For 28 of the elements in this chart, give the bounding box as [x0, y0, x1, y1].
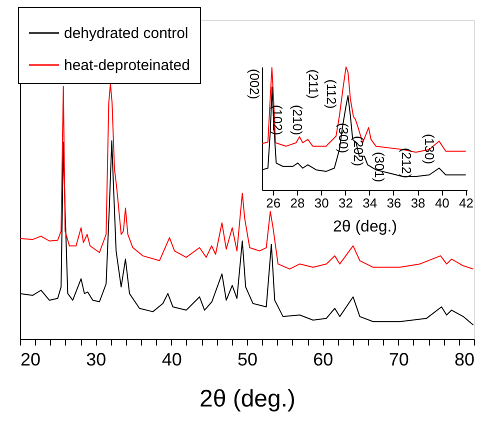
x-tick-label: 38 [410, 196, 426, 210]
x-tick-label: 32 [338, 196, 353, 210]
x-tick-label: 40 [162, 350, 182, 370]
legend-label: dehydrated control [64, 25, 188, 42]
legend-label: heat-deproteinated [64, 57, 190, 74]
x-tick-label: 60 [313, 350, 334, 370]
x-tick-label: 28 [290, 196, 305, 210]
annotation: (211) [306, 69, 321, 99]
x-axis-title: 2θ (deg.) [332, 218, 398, 236]
x-tick-label: 34 [362, 196, 378, 210]
x-tick-label: 26 [266, 196, 281, 210]
x-tick-label: 42 [459, 196, 474, 210]
annotation: (130) [422, 134, 437, 164]
x-tick-label: 30 [86, 350, 106, 370]
annotation: (202) [351, 136, 366, 166]
x-tick-label: 40 [434, 196, 450, 210]
x-tick-label: 36 [386, 196, 402, 210]
annotation: (300) [336, 122, 351, 154]
x-tick-label: 70 [388, 350, 409, 370]
x-tick-label: 80 [454, 350, 474, 370]
annotation: (210) [290, 104, 305, 136]
x-tick-label: 20 [20, 350, 41, 370]
annotation: (301) [372, 152, 387, 182]
annotation: (002) [247, 68, 262, 100]
annotation: (112) [324, 79, 339, 109]
x-tick-label: 50 [237, 350, 258, 370]
x-tick-label: 30 [314, 196, 329, 210]
x-axis-title: 2θ (deg.) [199, 386, 296, 412]
